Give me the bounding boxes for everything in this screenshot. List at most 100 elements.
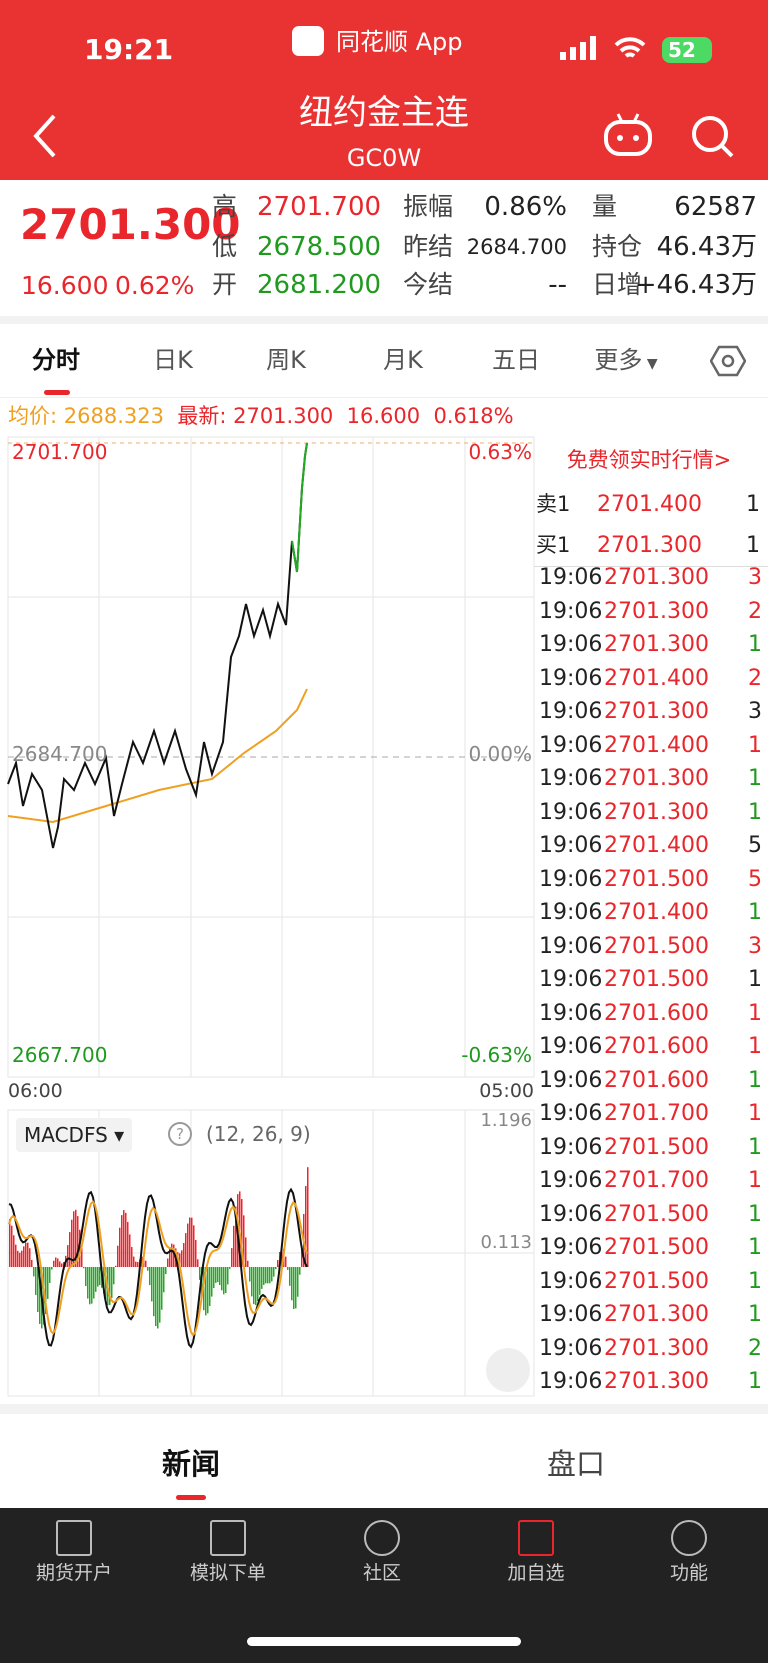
macd-bar <box>113 1267 115 1285</box>
trade-volume: 1 <box>748 900 762 925</box>
macd-bar <box>167 1258 169 1267</box>
book-banner[interactable]: 免费领实时行情> <box>566 448 732 472</box>
macd-bar <box>219 1267 221 1286</box>
field-label: 昨结 <box>403 232 454 261</box>
macd-bar <box>67 1245 69 1267</box>
macd-bar <box>71 1219 73 1267</box>
macd-bar <box>47 1267 49 1299</box>
settings-icon[interactable] <box>710 345 746 377</box>
dropdown-arrow: ▼ <box>642 356 658 372</box>
bottom-tab[interactable]: 新闻 <box>161 1447 220 1481</box>
macd-bar <box>205 1267 207 1316</box>
back-button[interactable] <box>30 112 60 160</box>
nav-label[interactable]: 期货开户 <box>35 1562 112 1584</box>
chart-high-pct: 0.63% <box>468 440 532 464</box>
tab[interactable]: 周K <box>266 346 306 374</box>
macd-bar <box>243 1215 245 1267</box>
buy-price: 2701.300 <box>597 533 702 558</box>
search-icon[interactable] <box>690 114 736 160</box>
trade-price: 2701.600 <box>604 1034 709 1059</box>
tab-underline <box>44 390 70 395</box>
macd-bar <box>285 1256 287 1267</box>
trade-price: 2701.300 <box>604 1335 709 1361</box>
trade-volume: 1 <box>748 766 762 791</box>
trade-volume: 1 <box>748 632 762 657</box>
macd-bar <box>35 1267 37 1295</box>
macd-bar <box>269 1267 271 1284</box>
expand-button[interactable] <box>486 1348 530 1392</box>
trade-time: 19:06 <box>539 1000 603 1026</box>
divider <box>0 397 768 398</box>
macd-params: (12, 26, 9) <box>206 1122 311 1146</box>
macd-bar <box>59 1261 61 1267</box>
trade-price: 2701.700 <box>604 1168 709 1193</box>
trade-volume: 1 <box>748 967 762 992</box>
chart-low-pct: -0.63% <box>461 1043 532 1067</box>
macd-bar <box>163 1267 165 1293</box>
macd-bar <box>189 1217 191 1267</box>
chart-high: 2701.700 <box>12 440 108 464</box>
trade-price: 2701.500 <box>604 1201 709 1227</box>
macd-bar <box>289 1267 291 1286</box>
macd-bar <box>75 1209 77 1267</box>
help-icon[interactable]: ? <box>168 1122 192 1146</box>
trade-price: 2701.300 <box>604 799 709 825</box>
nav-label[interactable]: 功能 <box>669 1562 708 1584</box>
tab[interactable]: 更多 ▼ <box>594 346 658 374</box>
macd-bar <box>161 1267 163 1310</box>
trade-volume: 3 <box>748 933 762 959</box>
nav-icon <box>364 1520 400 1556</box>
macd-bar <box>83 1267 85 1269</box>
tab[interactable]: 五日 <box>492 346 540 374</box>
nav-label[interactable]: 加自选 <box>507 1562 565 1584</box>
macd-bar <box>11 1225 13 1267</box>
macd-selector[interactable]: MACDFS ▾ <box>16 1118 133 1152</box>
tab[interactable]: 月K <box>383 346 423 374</box>
chart-base: 2684.700 <box>12 742 108 766</box>
macd-bar <box>191 1217 193 1267</box>
tab[interactable]: 分时 <box>32 346 80 374</box>
macd-bar <box>125 1212 127 1267</box>
macd-bar <box>295 1267 297 1309</box>
macd-bar <box>117 1245 119 1267</box>
trade-volume: 1 <box>748 1302 762 1327</box>
macd-bar <box>235 1206 237 1267</box>
trade-price: 2701.500 <box>604 1134 709 1160</box>
macd-bar <box>209 1267 211 1307</box>
macd-bar <box>251 1267 253 1297</box>
field-label: 低 <box>212 232 238 261</box>
nav-icon <box>210 1520 246 1556</box>
macd-bar <box>187 1223 189 1267</box>
macd-bar <box>121 1215 123 1267</box>
trade-time: 19:06 <box>539 1369 603 1394</box>
trade-volume: 1 <box>748 1268 762 1294</box>
status-time: 19:21 <box>84 33 174 66</box>
title: 纽约金主连 <box>299 93 469 133</box>
macd-line <box>8 1200 308 1337</box>
signal-icon <box>560 36 596 60</box>
tab[interactable]: 日K <box>153 346 193 374</box>
macd-bar <box>91 1267 93 1304</box>
divider <box>0 1404 768 1414</box>
robot-icon[interactable] <box>602 112 654 158</box>
macd-bar <box>207 1267 209 1314</box>
trade-time: 19:06 <box>539 699 603 724</box>
nav-label[interactable]: 社区 <box>362 1562 401 1584</box>
macd-bar <box>273 1267 275 1277</box>
bottom-tab[interactable]: 盘口 <box>546 1447 605 1481</box>
time-end: 05:00 <box>479 1080 534 1102</box>
trade-price: 2701.300 <box>604 1302 709 1327</box>
macd-bar <box>119 1227 121 1267</box>
macd-bar <box>149 1267 151 1286</box>
buy-label: 买1 <box>536 533 571 557</box>
nav-label[interactable]: 模拟下单 <box>189 1562 266 1584</box>
trade-time: 19:06 <box>539 1168 603 1193</box>
trade-volume: 5 <box>748 866 762 892</box>
macd-bar <box>39 1267 41 1324</box>
macd-bar <box>17 1250 19 1267</box>
chart-low: 2667.700 <box>12 1043 108 1067</box>
macd-bar <box>25 1242 27 1267</box>
macd-bar <box>61 1263 63 1267</box>
divider <box>534 566 768 567</box>
